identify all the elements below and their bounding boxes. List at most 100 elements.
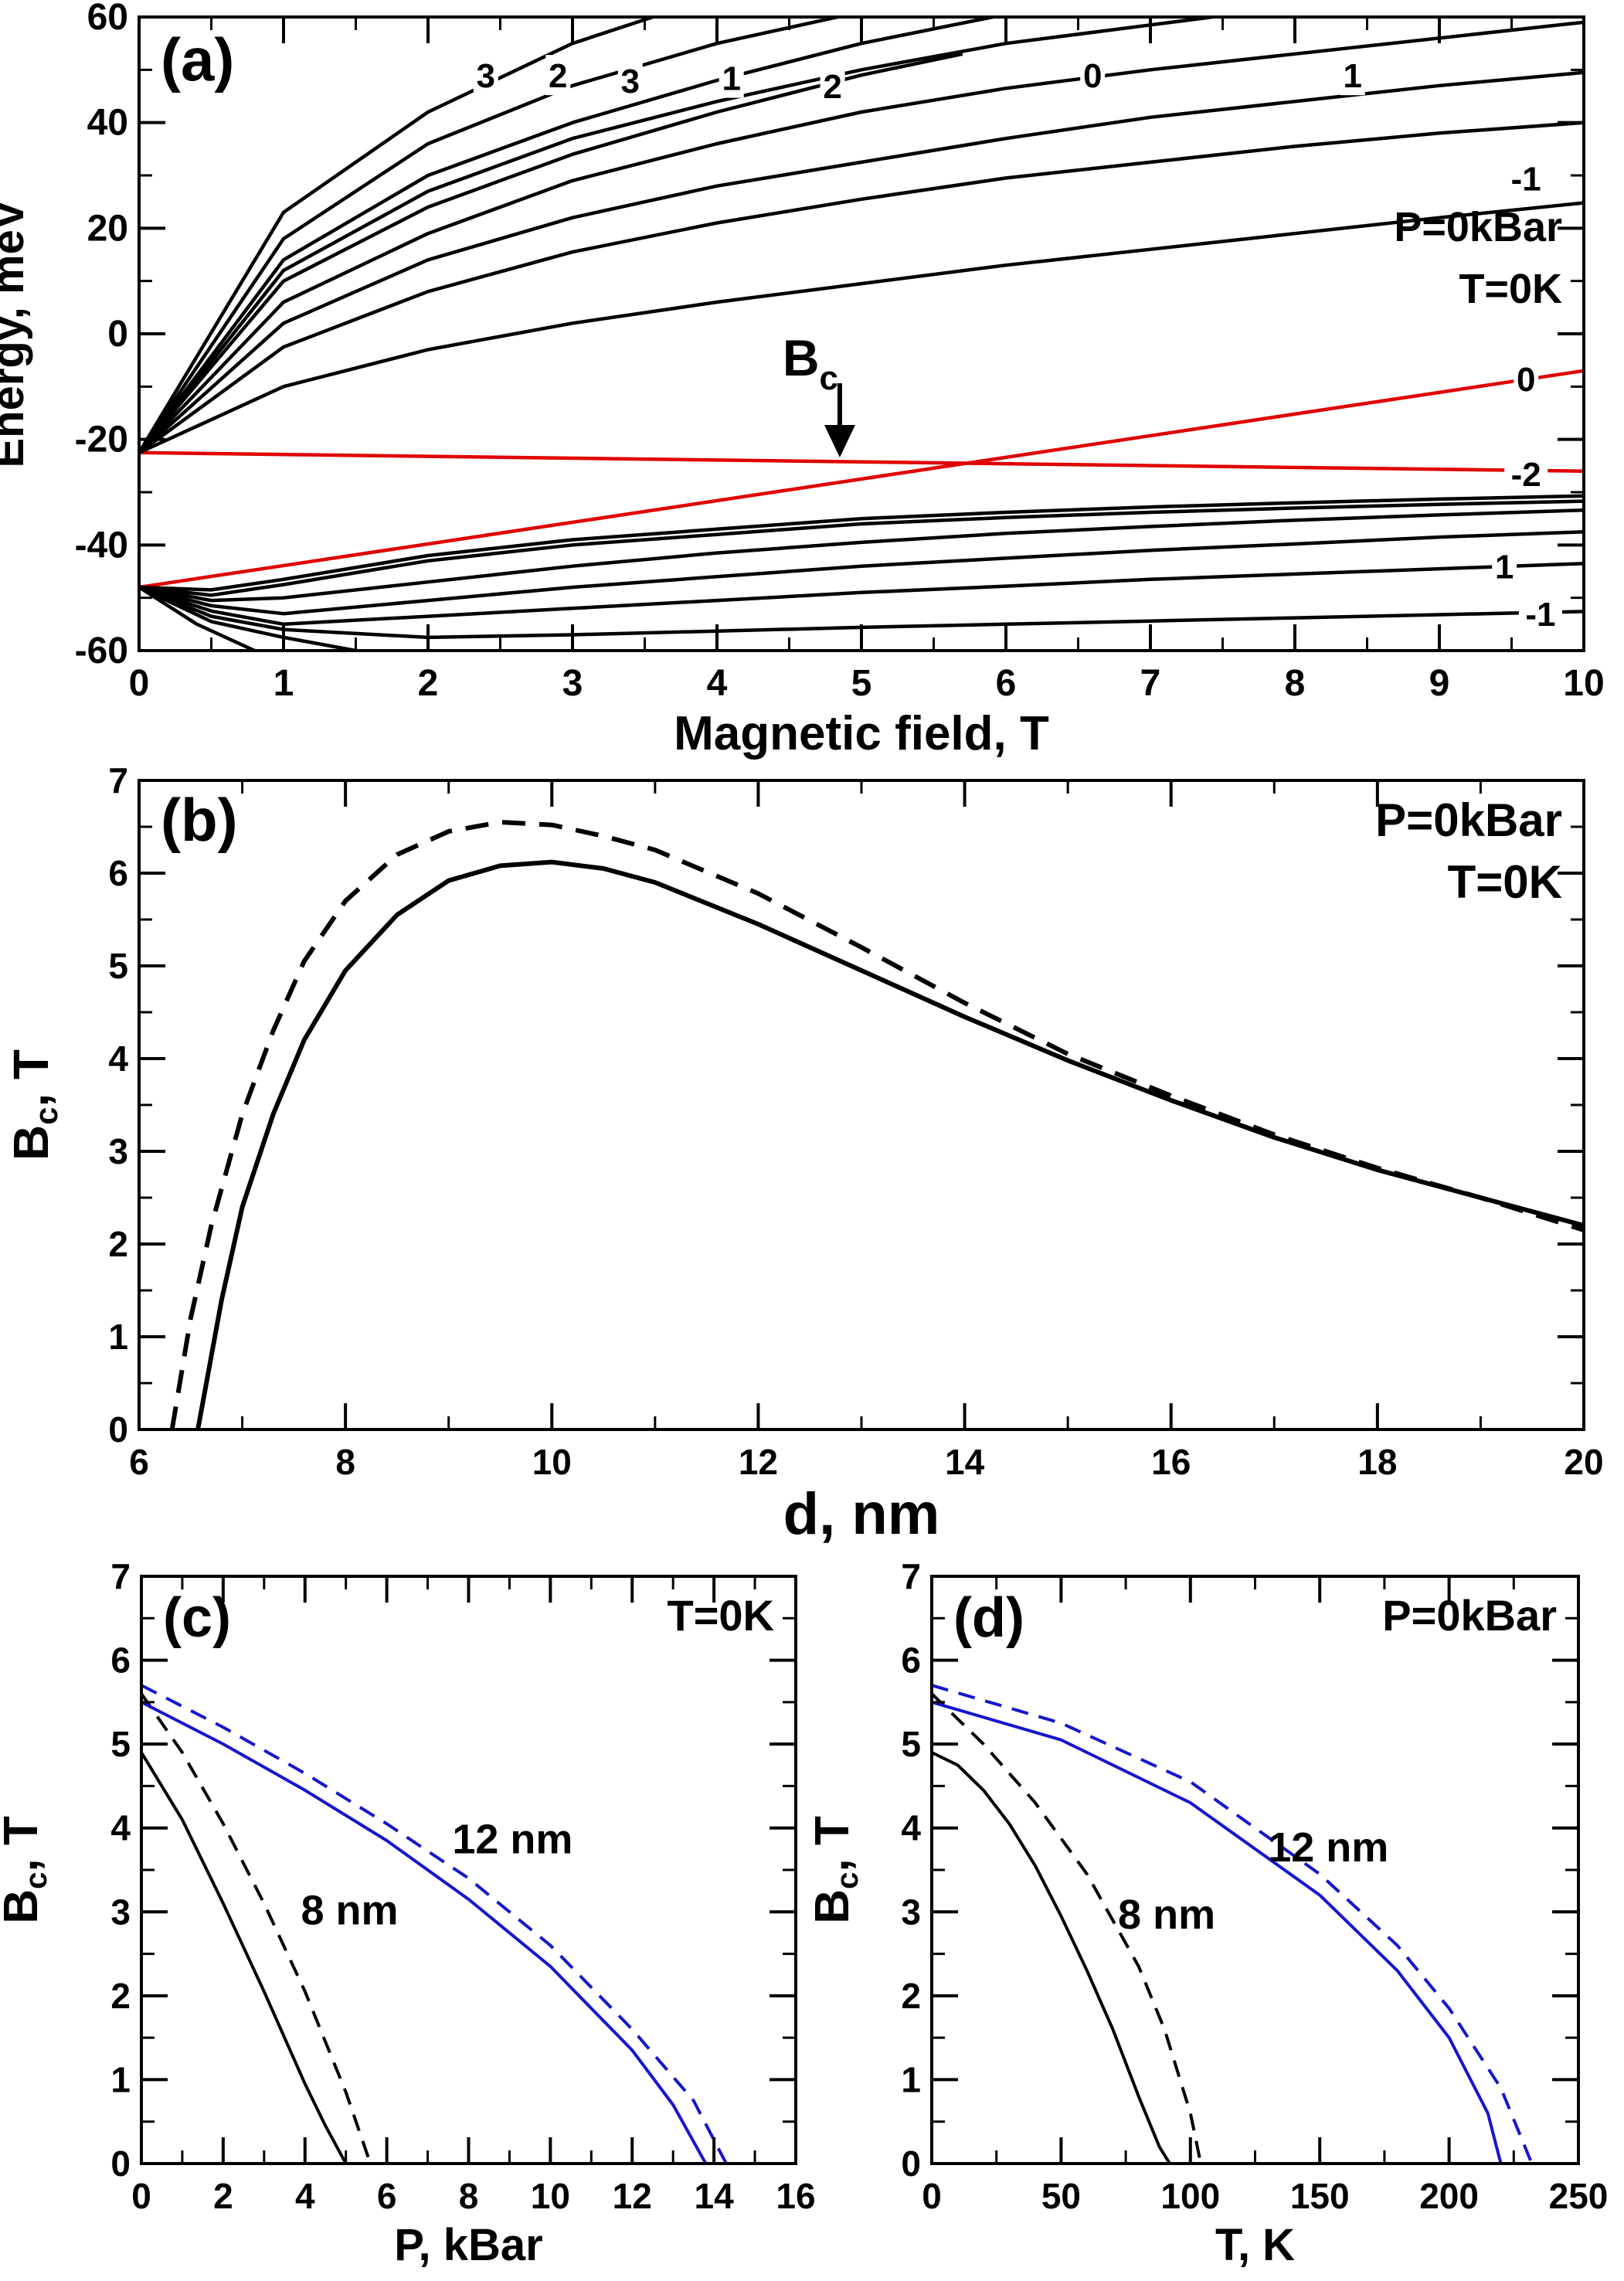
line-label: 2 <box>549 57 567 95</box>
line-label: 1 <box>722 60 740 98</box>
x-tick-label: 0 <box>131 2176 151 2216</box>
y-axis-label-rest: , T <box>0 1816 48 1871</box>
panel-label: (a) <box>161 25 234 93</box>
x-tick-label: 14 <box>695 2176 735 2216</box>
annotation-text: T=0K <box>668 1591 775 1640</box>
annotation-text: T=0K <box>1459 266 1562 312</box>
y-tick-label: 6 <box>108 853 128 893</box>
annotation-text: P=0kBar <box>1382 1591 1557 1640</box>
y-tick-label: 1 <box>110 2059 131 2099</box>
line-label: 3 <box>621 63 640 100</box>
x-tick-label: 1 <box>273 663 294 704</box>
y-tick-label: 40 <box>87 103 128 144</box>
y-tick-label: 60 <box>87 0 128 38</box>
x-tick-label: 2 <box>213 2176 233 2216</box>
line-label: 3 <box>477 57 495 95</box>
x-tick-label: 250 <box>1549 2176 1609 2216</box>
bc-marker-sub: c <box>820 359 838 397</box>
bc-marker-main: B <box>783 329 820 386</box>
y-tick-label: 2 <box>108 1224 128 1264</box>
series-group <box>141 1685 726 2164</box>
y-axis-label-main: B <box>3 1125 59 1161</box>
plot-frame <box>141 1576 796 2164</box>
panel-d: 0 50 100 150 200 250 0 1 2 3 4 5 6 7 T, K Bc, T (d) P=0kB… <box>806 1556 1608 2270</box>
x-tick-label: 6 <box>129 1442 149 1482</box>
curve-label: 12 nm <box>452 1816 572 1862</box>
y-tick-label: 1 <box>901 2059 921 2099</box>
x-tick-label: 16 <box>1151 1442 1191 1482</box>
series-line-13 <box>139 501 1584 596</box>
y-axis-label-rest: , T <box>806 1816 859 1871</box>
y-tick-label: 4 <box>110 1808 131 1848</box>
y-tick-label: 7 <box>901 1556 921 1596</box>
line-label: 1 <box>1495 549 1514 586</box>
series-line-2 <box>172 822 1584 1429</box>
y-axis-label-main: B <box>0 1889 48 1924</box>
y-tick-label: 7 <box>110 1556 131 1596</box>
series-line-11 <box>139 0 861 453</box>
x-tick-label: 7 <box>1140 663 1161 704</box>
x-tick-label: 4 <box>295 2176 315 2216</box>
y-tick-label: -60 <box>75 631 128 671</box>
y-tick-label: 3 <box>110 1892 131 1932</box>
x-tick-label: 10 <box>531 2176 570 2216</box>
y-tick-label: 20 <box>87 208 128 249</box>
panel-c: 024681012141601234567P, kBarBc, T(c)T=0K… <box>0 1556 816 2270</box>
series-line-3 <box>141 1702 706 2164</box>
series-line-4 <box>932 1685 1532 2164</box>
x-tick-label: 3 <box>562 663 583 704</box>
y-tick-label: -40 <box>75 525 128 566</box>
annotation-text: P=0kBar <box>1375 794 1562 846</box>
plot-frame <box>932 1576 1578 2164</box>
x-tick-label: 8 <box>335 1442 355 1482</box>
annotation-text: T=0K <box>1448 856 1562 908</box>
x-tick-label: 0 <box>129 663 150 704</box>
y-tick-label: 0 <box>901 2143 921 2184</box>
series-group <box>932 1685 1532 2164</box>
y-axis-label: Bc, T <box>806 1816 865 1924</box>
x-tick-label: 12 <box>613 2176 652 2216</box>
y-tick-label: 6 <box>110 1640 131 1681</box>
line-label: 0 <box>1083 57 1102 95</box>
y-tick-label: 3 <box>108 1131 128 1171</box>
y-tick-label: 5 <box>901 1724 921 1764</box>
x-tick-label: 6 <box>996 663 1017 704</box>
y-axis-label-sub: c <box>28 1107 64 1125</box>
bc-marker-label: Bc <box>783 329 838 397</box>
x-tick-label: 100 <box>1160 2176 1220 2216</box>
y-tick-label: 7 <box>108 760 128 801</box>
line-label: 0 <box>1517 361 1535 399</box>
y-axis-label-sub: c <box>830 1872 865 1889</box>
x-tick-label: 9 <box>1429 663 1450 704</box>
x-tick-label: 16 <box>776 2176 815 2216</box>
x-tick-label: 8 <box>1285 663 1306 704</box>
y-axis-label-main: B <box>806 1889 859 1924</box>
y-tick-label: 5 <box>108 946 128 986</box>
panel-label: (b) <box>161 786 238 854</box>
bc-arrow-head <box>824 425 855 457</box>
series-line-3 <box>139 203 1584 453</box>
x-axis-label: Magnetic field, T <box>674 707 1049 760</box>
x-tick-label: 50 <box>1041 2176 1081 2216</box>
line-label: -1 <box>1511 160 1541 198</box>
x-tick-label: 2 <box>418 663 439 704</box>
annotation-text: P=0kBar <box>1394 204 1562 250</box>
y-tick-label: 6 <box>901 1640 921 1681</box>
x-tick-label: 14 <box>945 1442 985 1482</box>
y-tick-label: -20 <box>75 420 128 461</box>
series-line-5 <box>139 73 1584 453</box>
figure: 0 1 2 3 4 5 6 7 8 9 10-60-40-200204060Magnetic fie… <box>0 0 1624 2281</box>
y-tick-label: 4 <box>108 1039 128 1079</box>
x-tick-label: 200 <box>1419 2176 1479 2216</box>
x-tick-label: 5 <box>851 663 872 704</box>
x-axis-label: T, K <box>1215 2220 1295 2270</box>
x-axis-label: P, kBar <box>394 2220 542 2270</box>
panel-label: (d) <box>953 1587 1024 1649</box>
x-tick-label: 4 <box>707 663 728 704</box>
y-tick-label: 4 <box>901 1808 921 1848</box>
series-line-6 <box>139 22 1584 453</box>
y-tick-label: 2 <box>901 1976 921 2016</box>
y-tick-label: 2 <box>110 1976 131 2016</box>
